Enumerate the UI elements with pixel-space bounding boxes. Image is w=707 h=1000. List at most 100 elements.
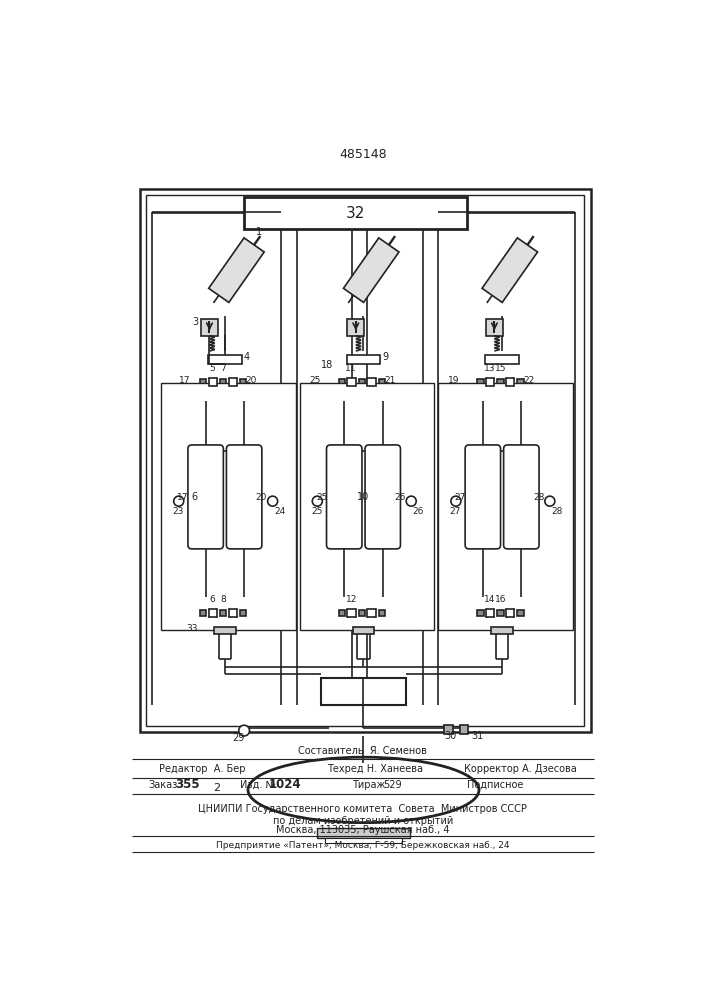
Bar <box>317 828 409 838</box>
Text: ЦНИИПИ Государственного комитета  Совета  Министров СССР: ЦНИИПИ Государственного комитета Совета … <box>198 804 527 814</box>
Bar <box>146 195 585 726</box>
FancyBboxPatch shape <box>327 445 362 549</box>
Text: 30: 30 <box>444 731 457 741</box>
Bar <box>359 379 365 385</box>
Text: 6: 6 <box>191 492 197 502</box>
Text: 24: 24 <box>274 507 286 516</box>
Ellipse shape <box>545 496 555 506</box>
Bar <box>518 379 524 385</box>
Bar <box>477 379 484 385</box>
Text: 6: 6 <box>210 595 216 604</box>
Bar <box>353 627 374 634</box>
Text: Подписное: Подписное <box>467 780 524 790</box>
Bar <box>201 319 218 336</box>
Text: 25: 25 <box>311 507 322 516</box>
Bar <box>221 379 226 385</box>
FancyBboxPatch shape <box>465 445 501 549</box>
Bar <box>486 378 494 386</box>
Text: 26: 26 <box>413 507 424 516</box>
Text: 20: 20 <box>246 376 257 385</box>
Bar <box>506 378 515 386</box>
Bar <box>200 610 206 616</box>
Bar <box>506 609 515 617</box>
Text: по делам изобретений и открытий: по делам изобретений и открытий <box>273 816 453 826</box>
FancyBboxPatch shape <box>226 445 262 549</box>
Bar <box>200 379 206 385</box>
Text: Москва, 113035, Раушская наб., 4: Москва, 113035, Раушская наб., 4 <box>276 825 450 835</box>
FancyBboxPatch shape <box>365 445 400 549</box>
Ellipse shape <box>268 496 278 506</box>
Bar <box>208 355 242 364</box>
Bar <box>368 378 376 386</box>
Text: 19: 19 <box>448 376 460 385</box>
Bar <box>518 610 524 616</box>
Bar <box>140 189 590 732</box>
Text: 29: 29 <box>233 733 245 743</box>
Text: 27: 27 <box>450 507 461 516</box>
Text: 15: 15 <box>495 364 506 373</box>
Text: Редактор  А. Бер: Редактор А. Бер <box>160 764 246 774</box>
Bar <box>347 319 364 336</box>
Polygon shape <box>344 238 399 302</box>
Text: 12: 12 <box>346 595 357 604</box>
Bar <box>498 610 503 616</box>
Text: 3: 3 <box>192 317 199 327</box>
Bar <box>209 609 217 617</box>
Text: 8: 8 <box>221 595 226 604</box>
Text: Корректор А. Дзесова: Корректор А. Дзесова <box>464 764 576 774</box>
Bar <box>325 838 402 843</box>
Ellipse shape <box>239 725 250 736</box>
Text: 529: 529 <box>382 780 402 790</box>
Text: 17: 17 <box>177 493 189 502</box>
Text: 22: 22 <box>523 376 534 385</box>
Text: 32: 32 <box>346 206 366 221</box>
Bar <box>240 379 247 385</box>
Bar <box>221 610 226 616</box>
Text: 4: 4 <box>243 352 250 362</box>
Bar <box>359 610 365 616</box>
Bar <box>300 383 434 630</box>
Bar <box>498 379 503 385</box>
Text: Составитель  Я. Семенов: Составитель Я. Семенов <box>298 746 427 756</box>
Text: Заказ: Заказ <box>148 780 177 790</box>
Text: 26: 26 <box>395 493 406 502</box>
Text: 28: 28 <box>533 493 544 502</box>
Bar <box>347 378 356 386</box>
Bar <box>229 609 238 617</box>
Text: Изд. №: Изд. № <box>240 780 276 790</box>
Text: 14: 14 <box>484 595 496 604</box>
Text: 13: 13 <box>484 364 496 373</box>
Polygon shape <box>482 238 537 302</box>
Bar <box>347 609 356 617</box>
Bar <box>214 627 235 634</box>
Bar <box>491 627 513 634</box>
Text: 21: 21 <box>385 376 396 385</box>
Bar <box>379 379 385 385</box>
Bar <box>438 383 573 630</box>
Text: 31: 31 <box>472 731 484 741</box>
Bar <box>485 355 519 364</box>
Text: 23: 23 <box>173 507 184 516</box>
Bar <box>444 725 452 734</box>
Ellipse shape <box>174 496 184 506</box>
Text: 27: 27 <box>455 493 466 502</box>
Text: 355: 355 <box>175 778 199 791</box>
FancyBboxPatch shape <box>188 445 223 549</box>
Text: 9: 9 <box>382 352 388 362</box>
Bar <box>379 610 385 616</box>
Bar <box>339 610 345 616</box>
Bar <box>368 609 376 617</box>
Ellipse shape <box>248 757 479 823</box>
Text: 7: 7 <box>221 364 226 373</box>
Text: 20: 20 <box>256 493 267 502</box>
Text: Тираж: Тираж <box>352 780 385 790</box>
Bar <box>240 610 247 616</box>
FancyBboxPatch shape <box>503 445 539 549</box>
Bar <box>486 319 503 336</box>
Bar <box>477 610 484 616</box>
Text: 28: 28 <box>551 507 563 516</box>
Text: 5: 5 <box>210 364 216 373</box>
Text: Предприятие «Патент», Москва, Г-59, Бережковская наб., 24: Предприятие «Патент», Москва, Г-59, Бере… <box>216 841 510 850</box>
Text: 33: 33 <box>187 624 198 633</box>
Text: 1: 1 <box>256 227 262 237</box>
